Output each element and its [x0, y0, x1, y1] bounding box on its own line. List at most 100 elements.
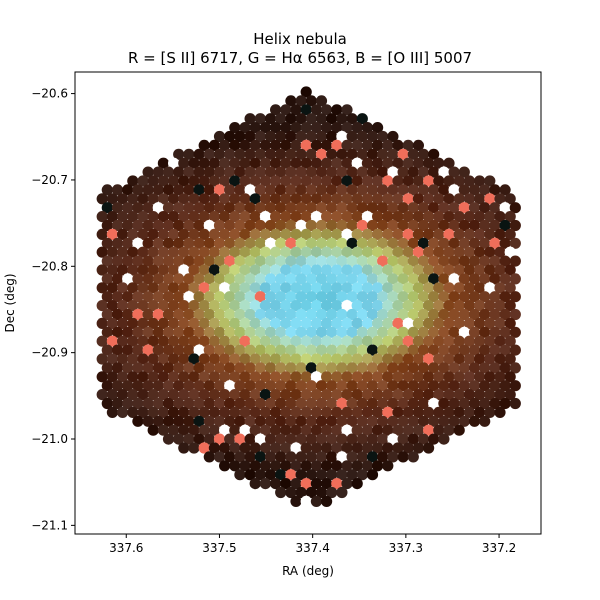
spaxel [336, 326, 348, 338]
spaxel [224, 415, 236, 427]
spaxel [310, 282, 322, 294]
spaxel [326, 433, 338, 445]
spaxel [152, 415, 164, 427]
spaxel [351, 478, 363, 490]
spaxel [494, 389, 506, 401]
spaxel [468, 273, 481, 285]
spaxel [259, 406, 271, 418]
spaxel [428, 148, 440, 160]
spaxel [224, 344, 236, 356]
spaxel [178, 300, 190, 312]
spaxel [142, 184, 154, 196]
spaxel [341, 353, 353, 365]
spaxel [239, 264, 251, 276]
spaxel [300, 228, 312, 240]
spaxel [331, 228, 343, 240]
spaxel [285, 469, 297, 481]
spaxel [193, 166, 205, 178]
spaxel [188, 193, 200, 205]
spaxel [285, 95, 297, 107]
spaxel [208, 300, 220, 312]
spaxel [275, 202, 287, 214]
spaxel [366, 415, 379, 427]
spaxel [315, 273, 328, 285]
spaxel [387, 415, 399, 427]
spaxel [213, 344, 226, 356]
spaxel [244, 202, 256, 214]
spaxel [341, 335, 353, 347]
spaxel [331, 122, 343, 134]
spaxel [275, 237, 287, 249]
spaxel [428, 166, 440, 178]
spaxel [224, 255, 236, 267]
spaxel [402, 371, 414, 383]
spaxel [366, 308, 379, 321]
spaxel [264, 469, 277, 481]
spaxel [254, 380, 266, 392]
spaxel [428, 184, 440, 196]
spaxel [106, 371, 118, 383]
spaxel [438, 326, 450, 338]
spaxel [499, 237, 511, 249]
spaxel [264, 397, 277, 410]
spaxel [96, 317, 108, 329]
spaxel [402, 246, 414, 258]
spaxel [351, 157, 363, 169]
spaxel [474, 406, 486, 418]
spaxel [402, 282, 414, 294]
spaxel [285, 415, 297, 427]
spaxel [346, 451, 358, 463]
spaxel [244, 344, 256, 356]
spaxel [239, 175, 251, 187]
spaxel [101, 362, 113, 374]
spaxel [336, 202, 348, 214]
spaxel [504, 317, 516, 329]
spaxel [178, 317, 190, 329]
spaxel [168, 353, 180, 365]
spaxel [453, 353, 465, 365]
spaxel [484, 353, 496, 365]
spaxel [479, 291, 491, 303]
spaxel [474, 175, 486, 187]
spaxel [259, 442, 271, 454]
spaxel [229, 371, 241, 383]
spaxel [270, 442, 282, 454]
spaxel [198, 300, 210, 312]
spaxel [377, 362, 389, 374]
spaxel [295, 415, 307, 427]
spaxel [458, 344, 470, 356]
x-ticks: 337.6 337.5 337.4 337.3 337.2 [109, 534, 516, 555]
spaxel [321, 406, 333, 418]
spaxel [366, 219, 379, 232]
spaxel [285, 148, 297, 160]
spaxel [326, 397, 338, 410]
spaxel [117, 406, 129, 418]
spaxel [300, 282, 312, 294]
spaxel [239, 193, 251, 205]
spaxel [178, 371, 190, 383]
spaxel [229, 175, 241, 187]
spaxel [285, 237, 297, 249]
spaxel [356, 308, 368, 321]
spaxel [315, 362, 328, 374]
spaxel [234, 148, 246, 160]
spaxel [208, 442, 220, 454]
spaxel [300, 389, 312, 401]
spaxel [142, 237, 154, 249]
spaxel [280, 300, 292, 312]
spaxel [346, 326, 358, 338]
spaxel [280, 228, 292, 240]
axes-frame [74, 71, 542, 535]
spaxel [479, 219, 491, 232]
spaxel [448, 308, 460, 321]
spaxel [346, 344, 358, 356]
spaxel [417, 415, 430, 427]
spaxel [326, 273, 338, 285]
spaxel [229, 300, 241, 312]
spaxel [249, 389, 261, 401]
spaxel [173, 202, 185, 214]
x-tick-label: 337.2 [482, 541, 516, 555]
spaxel [489, 326, 501, 338]
spaxel [198, 442, 210, 454]
spaxel [484, 335, 496, 347]
